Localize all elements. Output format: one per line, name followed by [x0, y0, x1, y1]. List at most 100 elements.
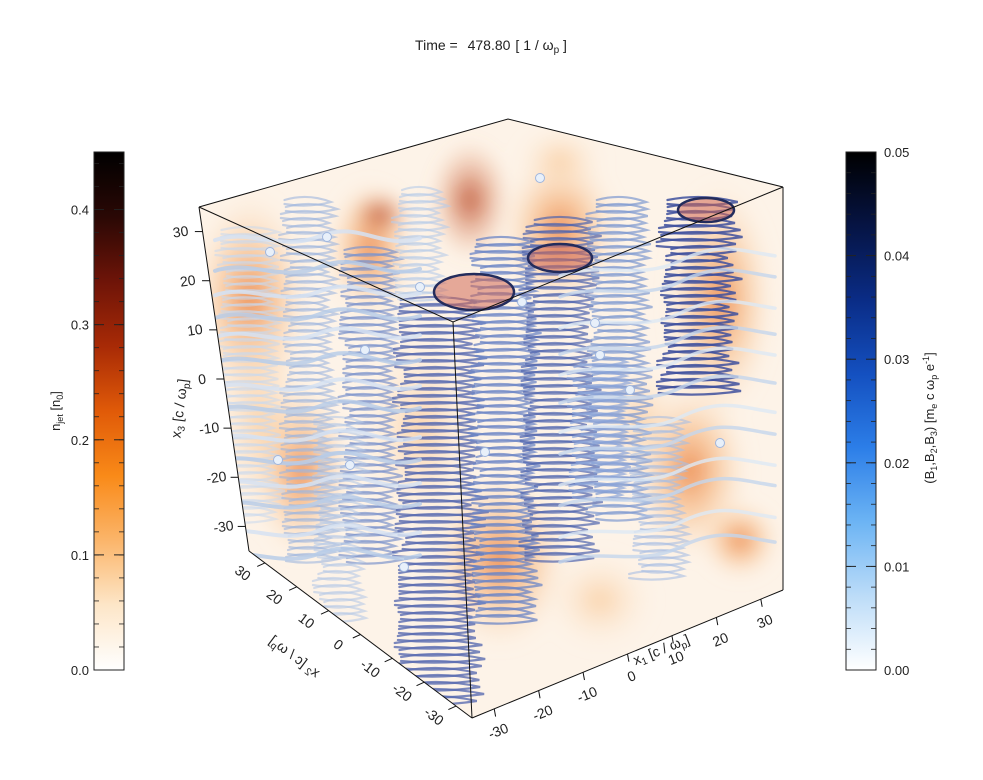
field-colorbar-tick-label: 0.03 — [884, 352, 909, 367]
density-colorbar-tick-label: 0.3 — [71, 318, 89, 333]
field-line-loop — [402, 498, 472, 510]
field-line-loop — [398, 582, 474, 594]
field-line-loop — [526, 313, 591, 325]
field-line-loop — [639, 548, 692, 560]
cube-top-back-edges — [198, 118, 784, 208]
field-line-loop — [663, 272, 743, 284]
x3-axis-tick-label: 30 — [172, 223, 190, 241]
field-colorbar-fill — [845, 151, 877, 671]
x2-axis-tick-label: 20 — [264, 586, 286, 608]
field-line-loop — [480, 445, 539, 457]
field-line-loop — [220, 239, 282, 251]
field-line-loop — [474, 487, 531, 499]
x1-axis-tick-mark — [538, 690, 541, 699]
field-line-loop — [213, 372, 279, 384]
x3-axis-tick-label: -30 — [212, 517, 234, 536]
x1-axis-tick-mark — [760, 599, 763, 607]
field-line-loop — [320, 499, 369, 511]
density-colorbar-tick-label: 0.2 — [71, 433, 89, 448]
field-line-loop — [525, 327, 589, 339]
field-line-loop — [285, 244, 339, 256]
field-line-loop — [286, 370, 334, 382]
field-line-loop — [339, 504, 401, 516]
field-line-loop — [475, 347, 541, 359]
field-line-loop — [476, 403, 538, 415]
field-line-loop — [399, 248, 450, 260]
field-line-endpoint — [273, 455, 283, 465]
field-line-loop — [527, 306, 590, 318]
field-line-loop — [397, 624, 476, 636]
field-line-loop — [524, 425, 597, 437]
field-line — [558, 374, 777, 405]
field-line-loop — [399, 337, 473, 349]
field-line-loop — [222, 344, 280, 356]
field-colorbar-minor-ticks — [846, 151, 876, 671]
field-line-loop — [632, 534, 691, 546]
x3-axis-label: x3 [c / ωp] — [167, 378, 193, 439]
density-glow — [210, 310, 310, 530]
x3-axis-tick-label: 20 — [179, 272, 197, 290]
field-colorbar-tick-label: 0.05 — [884, 145, 909, 160]
x3-axis-tick-label: 10 — [186, 321, 204, 339]
field-line-loop — [475, 606, 537, 618]
field-line — [558, 456, 777, 488]
field-line — [558, 403, 777, 435]
field-line-loop — [479, 263, 538, 275]
field-line-loop — [524, 544, 600, 556]
field-line-loop — [663, 293, 737, 305]
field-line-loop — [478, 501, 537, 513]
field-line — [213, 495, 422, 510]
field-line-loop — [590, 293, 651, 305]
field-colorbar-tick-label: 0.02 — [884, 456, 909, 471]
field-line-loop — [403, 449, 476, 461]
field-line-loop — [523, 495, 603, 507]
density-colorbar: 0.0 0.1 0.2 0.3 0.4 njet [n0] — [48, 151, 125, 678]
field-line-loop — [279, 209, 340, 221]
field-line-loop — [317, 569, 362, 581]
field-line-loop — [222, 351, 282, 363]
field-line-loop — [525, 460, 600, 472]
field-line-loop — [345, 385, 395, 397]
field-line-loop — [527, 404, 598, 416]
field-line-loop — [320, 478, 366, 490]
field-line-loop — [593, 328, 648, 340]
field-line-loop — [627, 569, 688, 581]
field-line — [558, 476, 777, 508]
field-line-loop — [468, 613, 538, 625]
volume-render — [199, 119, 783, 718]
field-line-loop — [479, 466, 536, 478]
x2-axis-tick-mark — [416, 681, 425, 687]
field-line-loop — [479, 536, 542, 548]
field-line-loop — [594, 251, 653, 263]
field-colorbar-label: (B1,B2,B3) [me c ωp e-1] — [921, 352, 939, 483]
field-line-loop — [533, 481, 594, 493]
field-line-loop — [526, 320, 589, 332]
field-line-loop — [290, 314, 338, 326]
field-line-loop — [220, 365, 280, 377]
x2-axis-tick-label: -30 — [421, 704, 447, 729]
x1-axis: -30 -20 -10 0 10 20 30 — [486, 599, 775, 742]
field-line-loop — [590, 335, 651, 347]
field-colorbar: 0.00 0.01 0.02 0.03 0.04 0.05 (B1,B2,B3) [me … — [845, 145, 939, 678]
x1-axis-tick-label: 20 — [710, 629, 731, 650]
field-line-loop — [285, 300, 331, 312]
density-colorbar-tick-label: 0.0 — [71, 663, 89, 678]
density-colorbar-tick-label: 0.4 — [71, 203, 89, 218]
field-line-loop — [595, 202, 651, 214]
field-line-loop — [227, 316, 284, 328]
field-line-loop — [522, 446, 595, 458]
x1-axis-tick-label: -20 — [530, 701, 555, 723]
field-line-endpoint — [590, 318, 600, 328]
field-line — [213, 326, 422, 341]
field-line-loop — [222, 386, 280, 398]
field-line-loop — [467, 424, 538, 436]
x1-axis-tick-label: -30 — [486, 720, 511, 742]
field-line-loop — [629, 471, 689, 483]
density-colorbar-minor-ticks — [94, 163, 124, 671]
chart-title: Time = 478.80[ 1 / ωp ] — [415, 37, 567, 56]
field-line-loop — [571, 404, 627, 416]
x2-axis-tick-label: 30 — [232, 562, 254, 584]
field-line-loop — [522, 439, 600, 451]
field-line-loop — [477, 417, 538, 429]
